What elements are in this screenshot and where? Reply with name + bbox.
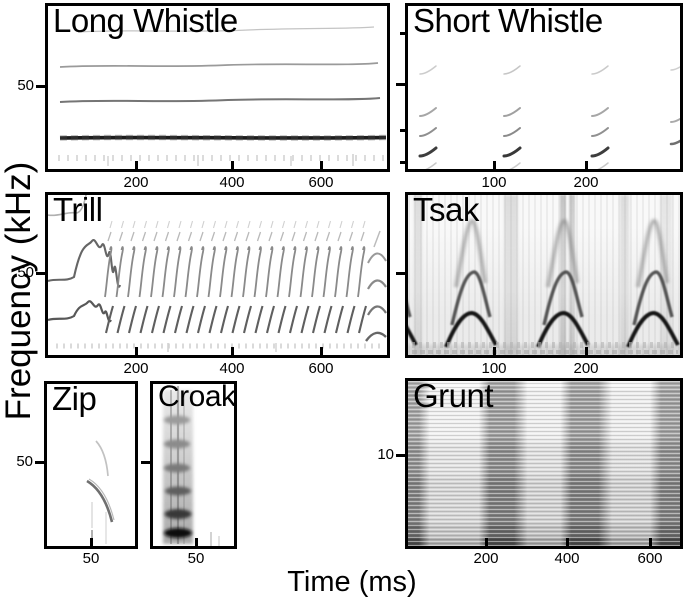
y-tick-label: 50	[17, 264, 34, 281]
panel-title-short-whistle: Short Whistle	[413, 3, 603, 39]
y-axis-tick	[35, 461, 44, 464]
panel-short-whistle: Short Whistle	[405, 3, 683, 172]
x-tick-label: 200	[473, 550, 499, 567]
x-axis-tick	[320, 161, 323, 169]
trill-spectrogram	[48, 195, 387, 352]
x-tick-label: 50	[82, 550, 100, 567]
panel-long-whistle: Long Whistle	[45, 3, 390, 172]
long-whistle-spectrogram	[58, 26, 387, 166]
croak-spectrogram	[163, 386, 220, 546]
x-axis-label: Time (ms)	[287, 566, 417, 597]
x-tick-label: 100	[481, 360, 507, 377]
x-tick-label: 200	[123, 360, 149, 377]
panel-title-trill: Trill	[53, 192, 103, 228]
y-axis-tick	[36, 85, 45, 88]
y-axis-label: Frequency (kHz)	[0, 161, 38, 421]
grunt-spectrogram	[408, 381, 680, 546]
x-tick-label: 50	[187, 550, 205, 567]
y-axis-tick	[396, 454, 405, 457]
x-axis-tick	[231, 161, 234, 169]
x-tick-label: 100	[481, 174, 507, 191]
panel-title-croak: Croak	[158, 381, 236, 413]
zip-spectrogram	[86, 440, 115, 544]
x-axis-tick	[135, 161, 138, 169]
panel-zip: Zip	[44, 381, 138, 549]
x-axis-tick	[566, 538, 569, 546]
y-axis-minor-tick	[400, 161, 405, 164]
x-axis-tick	[231, 347, 234, 355]
tsak-noise-background	[408, 195, 680, 355]
panel-grunt: Grunt	[405, 378, 683, 549]
x-axis-tick	[135, 347, 138, 355]
x-tick-label: 400	[219, 174, 245, 191]
panel-trill: Trill	[45, 192, 390, 358]
x-axis-tick	[585, 161, 588, 169]
x-tick-label: 200	[123, 174, 149, 191]
x-axis-tick	[649, 538, 652, 546]
y-tick-label: 50	[17, 77, 34, 94]
panel-tsak: Tsak	[405, 192, 683, 358]
y-axis-tick	[396, 83, 405, 86]
x-tick-label: 200	[573, 174, 599, 191]
x-axis-tick	[485, 538, 488, 546]
x-tick-label: 400	[219, 360, 245, 377]
x-tick-label: 400	[554, 550, 580, 567]
y-tick-label: 10	[377, 446, 394, 463]
x-axis-tick	[195, 538, 198, 546]
x-axis-tick	[493, 161, 496, 169]
y-axis-minor-tick	[400, 129, 405, 132]
x-tick-label: 600	[308, 174, 334, 191]
x-axis-tick	[585, 347, 588, 355]
panel-title-zip: Zip	[52, 381, 97, 417]
y-tick-label: 50	[16, 453, 33, 470]
y-axis-tick	[396, 272, 405, 275]
x-tick-label: 600	[637, 550, 663, 567]
y-axis-tick	[141, 461, 150, 464]
x-tick-label: 600	[308, 360, 334, 377]
panel-title-long-whistle: Long Whistle	[53, 3, 238, 39]
y-axis-tick	[36, 272, 45, 275]
x-axis-tick	[320, 347, 323, 355]
panel-title-tsak: Tsak	[413, 192, 479, 228]
x-axis-tick	[90, 538, 93, 546]
x-axis-tick	[493, 347, 496, 355]
panel-croak: Croak	[150, 381, 237, 549]
tsak-spectrogram	[408, 195, 680, 355]
y-axis-minor-tick	[400, 32, 405, 35]
panel-title-grunt: Grunt	[413, 378, 494, 414]
x-tick-label: 200	[573, 360, 599, 377]
